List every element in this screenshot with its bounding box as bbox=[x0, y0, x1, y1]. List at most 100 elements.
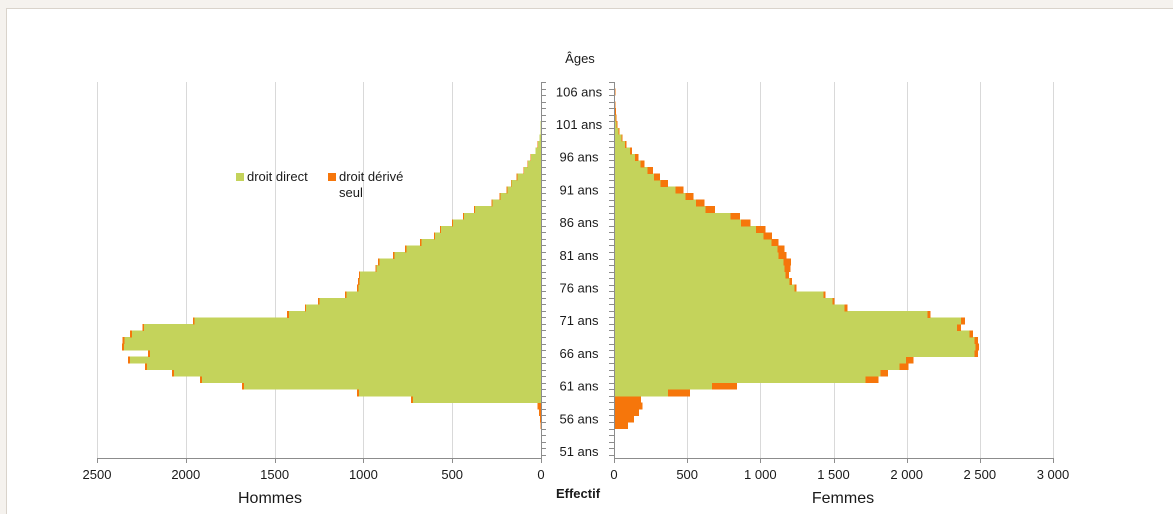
bar-hommes-droit-direct-86 bbox=[453, 219, 541, 227]
bar-hommes-droit-derive-seul-69 bbox=[130, 330, 132, 338]
bar-femmes-droit-direct-80 bbox=[614, 258, 784, 266]
bar-hommes-droit-derive-seul-56 bbox=[540, 415, 541, 423]
bar-hommes-droit-direct-90 bbox=[500, 193, 541, 201]
bar-femmes-droit-derive-seul-85 bbox=[755, 225, 766, 233]
bar-femmes-droit-direct-82 bbox=[614, 245, 778, 253]
bar-femmes-droit-direct-75 bbox=[614, 291, 824, 299]
bar-hommes-droit-direct-59 bbox=[412, 395, 541, 403]
bar-femmes-droit-direct-96 bbox=[614, 153, 636, 161]
x-tick-label-hommes: 2000 bbox=[171, 467, 200, 482]
bar-femmes-droit-direct-68 bbox=[614, 337, 975, 344]
bar-femmes-droit-direct-79 bbox=[614, 265, 785, 273]
x-tick-label-femmes: 2 500 bbox=[964, 467, 997, 482]
bar-femmes-droit-derive-seul-96 bbox=[635, 153, 639, 161]
bar-hommes-droit-derive-seul-59 bbox=[410, 395, 413, 403]
bar-femmes-droit-derive-seul-55 bbox=[614, 422, 628, 429]
bar-femmes-droit-derive-seul-72 bbox=[927, 310, 931, 318]
bar-hommes-droit-derive-seul-57 bbox=[539, 408, 541, 416]
bar-femmes-droit-derive-seul-61 bbox=[712, 382, 737, 390]
bar-hommes-droit-direct-66 bbox=[149, 350, 541, 358]
bar-femmes-droit-direct-86 bbox=[614, 219, 742, 227]
bar-femmes-droit-direct-61 bbox=[614, 382, 713, 390]
bar-femmes-droit-direct-89 bbox=[614, 199, 696, 207]
bar-femmes-droit-direct-63 bbox=[614, 369, 881, 377]
x-tick-label-hommes: 0 bbox=[537, 467, 544, 482]
y-tick-label: 56 ans bbox=[559, 411, 599, 426]
bar-hommes-droit-derive-seul-88 bbox=[473, 206, 475, 214]
bar-hommes-droit-derive-seul-89 bbox=[491, 199, 493, 207]
panel-label-hommes: Hommes bbox=[238, 490, 302, 507]
bar-femmes-droit-derive-seul-79 bbox=[784, 265, 791, 273]
bar-hommes-droit-direct-83 bbox=[421, 238, 541, 246]
bar-hommes-droit-derive-seul-63 bbox=[171, 369, 174, 377]
bar-femmes-droit-direct-94 bbox=[614, 167, 648, 174]
y-tick-label: 91 ans bbox=[559, 182, 599, 197]
bar-hommes-droit-direct-92 bbox=[511, 180, 541, 188]
x-tick-label-hommes: 2500 bbox=[83, 467, 112, 482]
panel-label-femmes: Femmes bbox=[812, 490, 874, 507]
y-tick-label: 81 ans bbox=[559, 248, 599, 263]
bar-femmes-droit-derive-seul-71 bbox=[961, 317, 965, 325]
bar-femmes-droit-derive-seul-76 bbox=[794, 284, 797, 292]
bar-hommes-droit-direct-99 bbox=[539, 134, 541, 142]
bar-femmes-droit-derive-seul-80 bbox=[783, 258, 791, 266]
bar-hommes-droit-direct-79 bbox=[376, 265, 541, 273]
bar-femmes-droit-derive-seul-102 bbox=[615, 114, 617, 122]
bar-hommes-droit-direct-93 bbox=[517, 173, 541, 181]
x-tick-label-femmes: 1 000 bbox=[744, 467, 777, 482]
y-tick-label: 96 ans bbox=[559, 150, 599, 165]
bar-femmes-droit-derive-seul-101 bbox=[616, 121, 618, 129]
bar-femmes-droit-derive-seul-73 bbox=[844, 304, 848, 312]
bar-hommes-droit-direct-78 bbox=[360, 271, 541, 279]
bar-femmes-droit-direct-93 bbox=[614, 173, 654, 181]
bar-hommes-droit-derive-seul-77 bbox=[358, 278, 360, 286]
bar-hommes-droit-direct-84 bbox=[435, 232, 541, 240]
bar-hommes-droit-direct-88 bbox=[474, 206, 541, 214]
bar-hommes-droit-derive-seul-78 bbox=[358, 271, 361, 279]
bar-femmes-droit-direct-67 bbox=[614, 343, 976, 351]
x-tick-label-hommes: 1000 bbox=[349, 467, 378, 482]
bar-hommes-droit-direct-63 bbox=[173, 369, 541, 377]
y-tick-label: 101 ans bbox=[556, 117, 603, 132]
y-tick-label: 51 ans bbox=[559, 444, 599, 459]
bar-hommes-droit-derive-seul-75 bbox=[344, 291, 347, 299]
bar-hommes-droit-derive-seul-62 bbox=[200, 376, 202, 384]
tick-labels: 2500 2000 1500 1000 500 0 0 500 1 000 1 500 2 000 2… bbox=[83, 84, 1070, 482]
bar-hommes-droit-derive-seul-94 bbox=[523, 167, 525, 174]
y-tick-label: 86 ans bbox=[559, 215, 599, 230]
bar-hommes-droit-derive-seul-66 bbox=[147, 350, 150, 358]
bar-hommes-droit-derive-seul-82 bbox=[404, 245, 407, 253]
bar-femmes-droit-direct-88 bbox=[614, 206, 706, 214]
bar-hommes-droit-direct-98 bbox=[537, 140, 541, 148]
bar-femmes-droit-direct-62 bbox=[614, 376, 866, 384]
bar-hommes-droit-direct-73 bbox=[306, 304, 541, 312]
bar-femmes-droit-direct-64 bbox=[614, 363, 900, 371]
x-tick-label-femmes: 2 000 bbox=[890, 467, 923, 482]
bar-hommes-droit-derive-seul-83 bbox=[419, 238, 422, 246]
legend-label-droit-derive-seul: droit dérivé seul bbox=[339, 169, 404, 200]
bar-femmes-droit-direct-77 bbox=[614, 278, 790, 286]
bar-femmes-droit-derive-seul-77 bbox=[789, 278, 792, 286]
bar-femmes-droit-direct-95 bbox=[614, 160, 641, 168]
bar-femmes-droit-direct-71 bbox=[614, 317, 962, 325]
bar-femmes-droit-derive-seul-66 bbox=[974, 350, 979, 358]
bar-femmes-droit-derive-seul-59 bbox=[615, 395, 641, 403]
bar-femmes-droit-derive-seul-63 bbox=[880, 369, 888, 377]
bar-femmes-droit-derive-seul-74 bbox=[832, 297, 835, 305]
bar-femmes-droit-derive-seul-100 bbox=[618, 127, 620, 135]
legend-swatch-droit-direct bbox=[236, 173, 244, 181]
bar-femmes-droit-derive-seul-88 bbox=[705, 206, 715, 214]
bar-femmes-droit-direct-99 bbox=[614, 134, 622, 142]
bar-hommes-droit-direct-96 bbox=[531, 153, 541, 161]
y-tick-label: 61 ans bbox=[559, 379, 599, 394]
bar-hommes-droit-direct-80 bbox=[379, 258, 541, 266]
bar-femmes-droit-direct-87 bbox=[614, 212, 731, 220]
x-axis-label: Effectif bbox=[556, 486, 601, 501]
bar-femmes-droit-direct-60 bbox=[614, 389, 669, 397]
bar-hommes-droit-direct-74 bbox=[319, 297, 541, 305]
bar-hommes-droit-direct-68 bbox=[124, 337, 541, 344]
bar-femmes-droit-derive-seul-94 bbox=[647, 167, 653, 174]
bar-hommes-droit-direct-70 bbox=[144, 323, 541, 331]
bar-femmes-droit-derive-seul-67 bbox=[975, 343, 980, 351]
bar-hommes-droit-direct-65 bbox=[130, 356, 542, 364]
